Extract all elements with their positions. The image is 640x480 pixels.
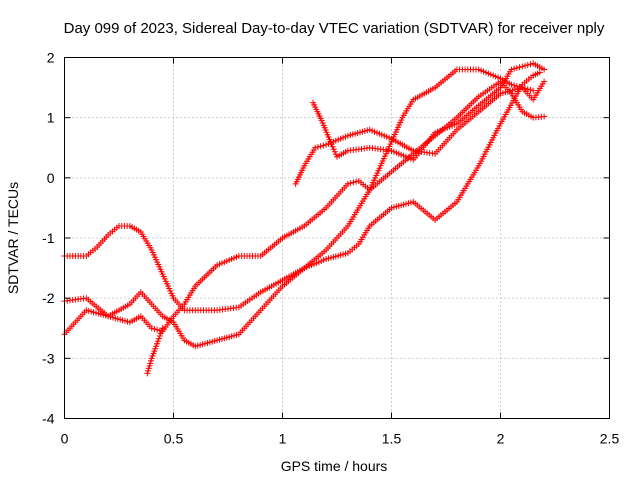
data-point	[508, 66, 515, 73]
data-point	[314, 143, 321, 150]
data-point	[144, 370, 151, 377]
data-point	[332, 151, 339, 158]
data-point	[147, 360, 154, 367]
y-tick-label: 1	[47, 110, 55, 126]
data-point	[146, 362, 153, 369]
data-point	[524, 86, 531, 93]
data-point	[541, 78, 548, 85]
data-point	[350, 179, 357, 186]
data-point	[519, 63, 526, 70]
data-point	[522, 85, 529, 92]
series-sat-b	[61, 78, 548, 350]
x-tick-label: 0.5	[164, 431, 184, 447]
y-axis-label: SDTVAR / TECUs	[5, 182, 21, 294]
x-tick-label: 1.5	[382, 431, 402, 447]
data-point	[327, 138, 334, 145]
data-point	[147, 357, 154, 364]
y-tick-label: 0	[47, 170, 55, 186]
data-point	[513, 83, 520, 90]
data-point	[154, 338, 161, 345]
series-sat-e	[310, 60, 548, 163]
x-tick-label: 2	[497, 431, 505, 447]
data-point	[312, 144, 319, 151]
data-point	[320, 142, 327, 149]
data-point	[317, 143, 324, 150]
data-point	[353, 178, 360, 185]
data-point	[508, 81, 515, 88]
data-point	[344, 180, 351, 187]
data-point	[151, 326, 158, 333]
series-sat-d	[292, 84, 537, 187]
x-tick-label: 0	[61, 431, 69, 447]
data-point	[155, 335, 162, 342]
data-point	[524, 62, 531, 69]
data-point	[347, 180, 354, 187]
data-point	[148, 325, 155, 332]
series-sat-c	[61, 66, 548, 338]
data-point	[158, 327, 165, 334]
axes: 0 0.5 1 1.5 2 2.5 -4 -3 -2 -1 0 1 2	[42, 50, 619, 447]
data-point	[153, 340, 160, 347]
series-sat-a	[61, 69, 543, 314]
data-point	[330, 146, 337, 153]
data-point	[541, 113, 548, 120]
x-axis-label: GPS time / hours	[281, 458, 388, 474]
data-point	[331, 148, 338, 155]
data-point	[154, 326, 161, 333]
y-tick-label: -4	[42, 411, 55, 427]
x-tick-label: 2.5	[600, 431, 620, 447]
y-tick-label: -3	[42, 350, 55, 366]
y-tick-label: -1	[42, 230, 55, 246]
series-sat-f	[144, 325, 166, 377]
plot-area	[61, 60, 548, 377]
data-point	[536, 69, 543, 76]
data-point	[516, 64, 523, 71]
data-point	[159, 325, 166, 332]
data-point	[156, 332, 163, 339]
y-tick-label: -2	[42, 290, 55, 306]
data-point	[328, 141, 335, 148]
data-point	[511, 82, 518, 89]
data-point	[145, 365, 152, 372]
data-point	[527, 86, 534, 93]
data-point	[530, 87, 537, 94]
data-point	[541, 66, 548, 73]
data-point	[513, 65, 520, 72]
x-tick-label: 1	[279, 431, 287, 447]
data-point	[153, 343, 160, 350]
data-point	[157, 330, 164, 337]
y-tick-label: 2	[47, 50, 55, 66]
data-point	[329, 143, 336, 150]
data-point	[522, 62, 529, 69]
data-point	[519, 84, 526, 91]
data-point	[145, 367, 152, 374]
chart-title: Day 099 of 2023, Sidereal Day-to-day VTE…	[64, 20, 605, 37]
data-point	[511, 65, 518, 72]
